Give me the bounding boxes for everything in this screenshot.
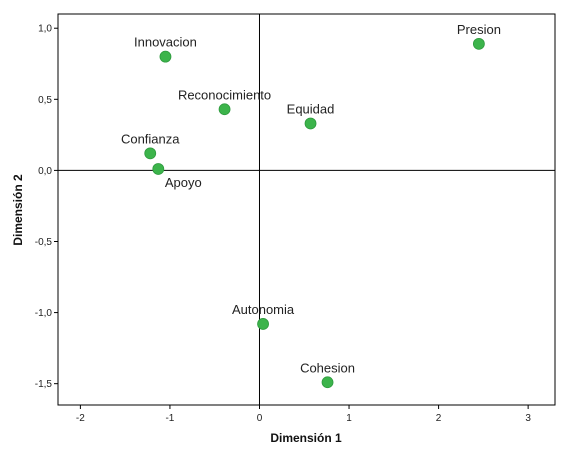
points-layer [144,37,485,389]
scatter-point [152,163,165,175]
y-tick-label: -0,5 [35,237,53,248]
point-label: Apoyo [165,175,202,190]
x-axis-title: Dimensión 1 [270,431,342,445]
y-tick-label: -1,5 [35,379,53,390]
point-label: Cohesion [300,360,355,375]
scatter-point [218,103,231,116]
point-label: Equidad [287,101,335,116]
y-tick-label: -1,0 [35,308,53,319]
y-tick-label: 0,5 [38,95,52,106]
x-tick-label: 1 [346,413,352,424]
point-labels-layer: Presion Innovacion Reconocimiento Equidad Co… [121,22,501,375]
x-tick-label: 2 [436,413,442,424]
point-label: Reconocimiento [178,87,271,102]
y-axis-ticks: 1,0 0,5 0,0 -0,5 -1,0 -1,5 [35,24,58,390]
x-tick-label: 0 [257,413,263,424]
x-tick-label: 3 [525,413,531,424]
scatter-point [472,37,485,50]
point-label: Confianza [121,131,180,146]
scatter-point [304,117,317,130]
x-axis-ticks: -2 -1 0 1 2 3 [76,405,531,424]
scatter-point [321,376,334,389]
y-tick-label: 1,0 [38,24,52,35]
reference-lines [58,14,555,405]
y-tick-label: 0,0 [38,166,52,177]
point-label: Autonomia [232,302,295,317]
scatter-point [144,147,157,160]
scatter-point [257,318,269,330]
x-tick-label: -1 [165,413,174,424]
scatter-point [159,50,172,63]
y-axis-title: Dimensión 2 [11,174,25,246]
point-label: Innovacion [134,35,197,50]
point-label: Presion [457,22,501,37]
plot-frame [57,13,556,406]
x-tick-label: -2 [76,413,85,424]
